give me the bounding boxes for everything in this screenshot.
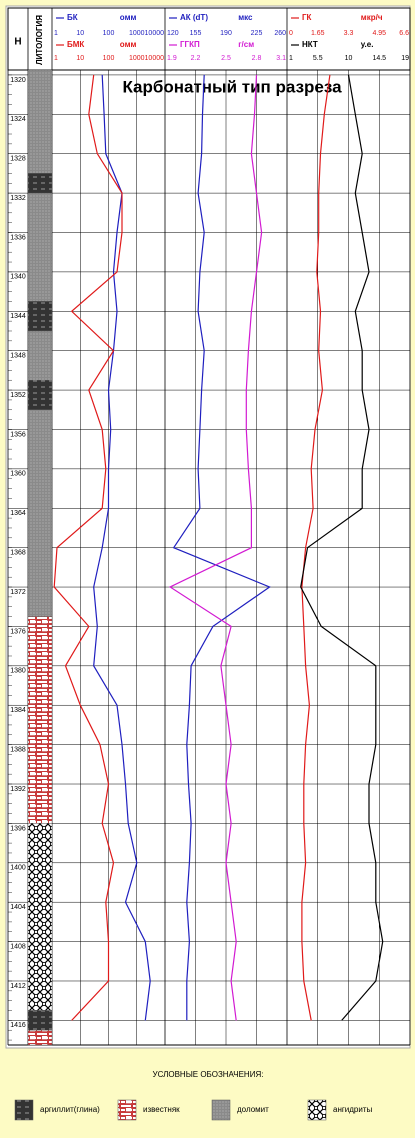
x-tick-label: 10 [76,55,84,62]
x-tick-label: 1 [289,55,293,62]
series-unit: омм [120,40,137,49]
series-name: НКТ [302,40,318,49]
depth-label: 1368 [10,549,26,556]
log-curve [93,74,151,1021]
log-panel [5,5,411,1049]
depth-label: 1400 [10,865,26,872]
depth-label: 1356 [10,431,26,438]
depth-label: 1348 [10,353,26,360]
x-tick-label: 225 [251,30,263,37]
depth-label: 1380 [10,668,26,675]
x-tick-label: 4.95 [372,30,386,37]
legend-label: аргиллит(глина) [40,1105,100,1114]
depth-label: 1340 [10,274,26,281]
lithology-layer [27,409,53,617]
x-tick-label: 2.2 [191,55,201,62]
legend-swatch [117,1099,137,1121]
x-tick-label: 1 [54,55,58,62]
legend-swatch [211,1099,231,1121]
lithology-layer [27,1030,53,1046]
chart-title: Карбонатный тип разреза [122,77,342,96]
x-tick-label: 19 [401,55,409,62]
x-tick-label: 3.1 [276,55,286,62]
log-curve [172,74,271,1021]
lithology-layer [27,192,53,302]
x-tick-label: 1.65 [311,30,325,37]
depth-label: 1360 [10,471,26,478]
x-tick-label: 6.6 [399,30,409,37]
lithology-layer [27,1010,53,1031]
x-tick-label: 10000 [145,30,165,37]
lithology-layer [27,301,53,332]
depth-label: 1412 [10,983,26,990]
depth-label: 1396 [10,825,26,832]
series-name: БМК [67,40,84,49]
depth-label: 1376 [10,628,26,635]
x-tick-label: 5.5 [313,55,323,62]
x-tick-label: 2.5 [221,55,231,62]
depth-label: 1324 [10,116,26,123]
log-curve [301,74,331,1021]
depth-label: 1320 [10,77,26,84]
depth-label: 1364 [10,510,26,517]
lithology-layer [27,380,53,410]
depth-label: 1344 [10,313,26,320]
log-curve [53,74,123,1021]
depth-label: 1388 [10,746,26,753]
log-curve [168,74,263,1021]
series-name: ГК [302,13,312,22]
x-tick-label: 10000 [145,55,165,62]
series-unit: мкс [238,13,253,22]
x-tick-label: 1.9 [167,55,177,62]
lithology-layer [27,616,53,824]
x-tick-label: 155 [190,30,202,37]
x-tick-label: 190 [220,30,232,37]
depth-label: 1372 [10,589,26,596]
lithology-layer [27,69,53,174]
depth-label: 1408 [10,943,26,950]
x-tick-label: 120 [167,30,179,37]
x-tick-label: 1000 [129,30,145,37]
depth-title: H [14,37,21,48]
legend-title: УСЛОВНЫЕ ОБОЗНАЧЕНИЯ: [153,1070,264,1079]
lithology-layer [27,823,53,1011]
x-tick-label: 100 [103,55,115,62]
x-tick-label: 14.5 [372,55,386,62]
series-name: БК [67,13,78,22]
x-tick-label: 100 [103,30,115,37]
series-unit: г/см [238,40,254,49]
legend-swatch [14,1099,34,1121]
x-tick-label: 260 [274,30,286,37]
legend-label: доломит [237,1105,269,1114]
series-unit: омм [120,13,137,22]
depth-label: 1352 [10,392,26,399]
depth-label: 1404 [10,904,26,911]
lithology-layer [27,173,53,194]
legend-label: ангидриты [333,1105,373,1114]
x-tick-label: 10 [76,30,84,37]
series-unit: мкр/ч [361,13,383,22]
lithology-title: ЛИТОЛОГИЯ [35,15,44,65]
legend-label: известняк [143,1105,180,1114]
depth-label: 1392 [10,786,26,793]
depth-label: 1336 [10,234,26,241]
log-curve [300,74,384,1021]
x-tick-label: 10 [345,55,353,62]
legend-swatch [307,1099,327,1121]
x-tick-label: 1 [54,30,58,37]
series-name: ГГКП [180,40,200,49]
depth-label: 1332 [10,195,26,202]
lithology-layer [27,330,53,381]
depth-label: 1416 [10,1022,26,1029]
x-tick-label: 2.8 [252,55,262,62]
depth-label: 1328 [10,156,26,163]
x-tick-label: 1000 [129,55,145,62]
depth-label: 1384 [10,707,26,714]
x-tick-label: 0 [289,30,293,37]
x-tick-label: 3.3 [344,30,354,37]
series-name: АК (dT) [180,13,208,22]
series-unit: у.е. [361,40,374,49]
